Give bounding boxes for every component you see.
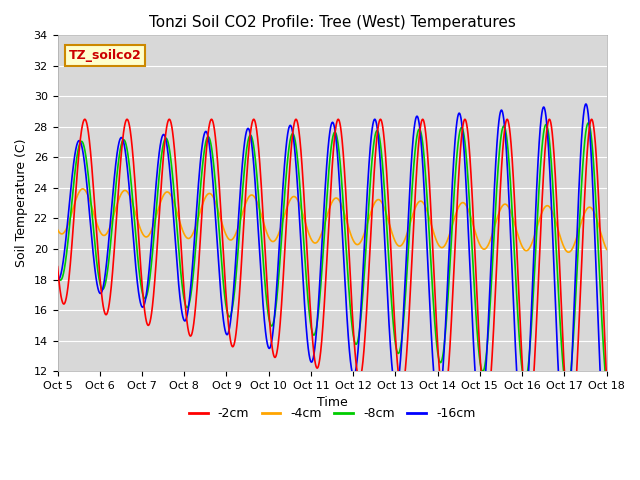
-16cm xyxy=(182,318,189,324)
-16cm xyxy=(568,349,576,355)
Title: Tonzi Soil CO2 Profile: Tree (West) Temperatures: Tonzi Soil CO2 Profile: Tree (West) Temp… xyxy=(148,15,515,30)
-8cm xyxy=(54,271,61,276)
Legend: -2cm, -4cm, -8cm, -16cm: -2cm, -4cm, -8cm, -16cm xyxy=(184,402,480,425)
-4cm xyxy=(228,237,236,242)
X-axis label: Time: Time xyxy=(317,396,348,409)
-2cm xyxy=(218,232,226,238)
-8cm xyxy=(603,384,611,390)
-16cm xyxy=(603,455,611,461)
-2cm xyxy=(54,264,61,269)
-4cm xyxy=(191,226,198,232)
-16cm xyxy=(54,276,61,282)
-2cm xyxy=(182,304,189,310)
-2cm xyxy=(228,344,236,349)
Line: -2cm: -2cm xyxy=(58,120,607,432)
-8cm xyxy=(316,289,324,295)
-4cm xyxy=(317,234,324,240)
-2cm xyxy=(316,353,324,359)
-4cm xyxy=(218,222,226,228)
-8cm xyxy=(228,306,236,312)
-4cm xyxy=(569,245,577,251)
-16cm xyxy=(228,303,236,309)
-8cm xyxy=(182,302,189,308)
-16cm xyxy=(191,233,198,239)
-4cm xyxy=(564,249,572,255)
-4cm xyxy=(54,227,61,232)
-2cm xyxy=(568,424,576,430)
-4cm xyxy=(182,234,189,240)
-2cm xyxy=(567,429,575,435)
-8cm xyxy=(568,349,576,355)
-16cm xyxy=(218,307,226,312)
Line: -8cm: -8cm xyxy=(58,123,607,390)
-8cm xyxy=(584,120,592,126)
-4cm xyxy=(603,247,611,252)
-16cm xyxy=(582,101,589,107)
-2cm xyxy=(191,313,198,319)
-8cm xyxy=(218,268,226,274)
Text: TZ_soilco2: TZ_soilco2 xyxy=(68,49,141,62)
-2cm xyxy=(588,117,595,122)
-16cm xyxy=(316,271,324,277)
-2cm xyxy=(603,375,611,381)
-4cm xyxy=(79,186,86,192)
-8cm xyxy=(191,256,198,262)
Line: -4cm: -4cm xyxy=(58,189,607,252)
-8cm xyxy=(563,387,571,393)
Line: -16cm: -16cm xyxy=(58,104,607,458)
Y-axis label: Soil Temperature (C): Soil Temperature (C) xyxy=(15,139,28,267)
